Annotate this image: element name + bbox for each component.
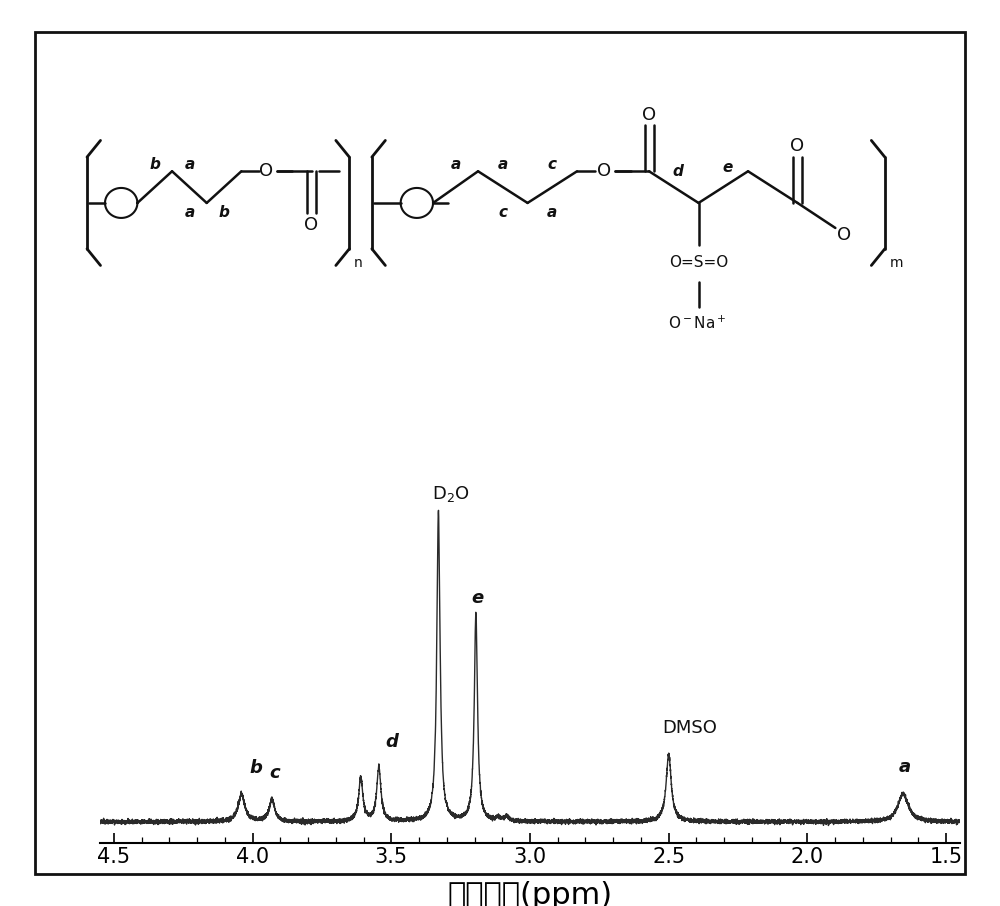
Text: d: d [673,164,684,178]
Text: a: a [547,206,557,220]
Text: D$_2$O: D$_2$O [432,484,470,504]
Text: O: O [304,217,319,235]
Text: c: c [269,764,280,782]
Text: a: a [899,758,911,776]
Text: b: b [250,759,263,776]
Text: DMSO: DMSO [663,719,717,737]
Text: a: a [498,157,508,172]
Text: O: O [259,162,274,180]
Text: e: e [723,159,733,175]
Text: m: m [889,256,903,270]
Text: d: d [386,733,399,751]
Text: b: b [149,157,160,172]
Text: O=S=O: O=S=O [669,255,728,271]
Text: O: O [790,138,805,155]
Text: c: c [548,157,557,172]
Text: c: c [498,206,507,220]
Text: a: a [450,157,461,172]
Text: n: n [354,256,363,270]
Text: b: b [219,206,229,220]
Text: a: a [184,157,194,172]
Text: O: O [642,106,656,123]
Text: O: O [597,162,611,180]
Text: a: a [184,206,194,220]
Text: O: O [837,226,851,244]
Text: e: e [471,589,483,607]
Text: O$^-$Na$^+$: O$^-$Na$^+$ [668,315,726,333]
X-axis label: 化学位移(ppm): 化学位移(ppm) [447,882,613,906]
